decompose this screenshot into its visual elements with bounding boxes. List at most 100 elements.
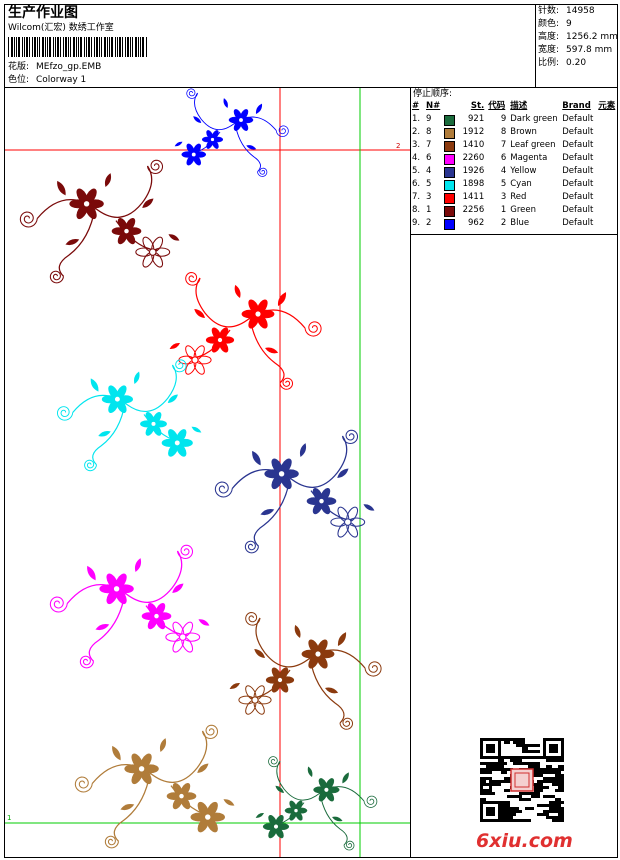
- barcode: [8, 37, 147, 57]
- col-header: 元素: [598, 101, 616, 111]
- table-row: 8. 1 2256 1 Green Default: [410, 204, 617, 217]
- row-code: 5: [500, 179, 507, 189]
- row-stitches: 2260: [462, 153, 485, 163]
- row-brand: Default: [562, 179, 594, 189]
- row-stitches: 921: [468, 114, 485, 124]
- stat-value: 14958: [566, 6, 595, 16]
- row-stitch-cell: 962: [442, 217, 486, 230]
- col-header: 描述: [510, 101, 528, 111]
- color-swatch: [444, 154, 456, 165]
- colorway-value: Colorway 1: [36, 75, 87, 85]
- row-needle: 9: [426, 114, 432, 124]
- table-row: 7. 3 1411 3 Red Default: [410, 191, 617, 204]
- motif-brown: [229, 612, 382, 730]
- row-brand: Default: [562, 218, 594, 228]
- motif-red: [169, 272, 322, 390]
- row-brand: Default: [562, 205, 594, 215]
- color-swatch: [444, 167, 456, 178]
- row-index: 3.: [412, 140, 421, 150]
- row-description: Dark green: [510, 114, 558, 124]
- row-brand: Default: [562, 140, 594, 150]
- row-index: 4.: [412, 153, 421, 163]
- row-element: [596, 191, 617, 204]
- row-element: [596, 204, 617, 217]
- svg-text:1: 1: [7, 814, 11, 822]
- row-description: Leaf green: [510, 140, 556, 150]
- row-stitches: 1411: [462, 192, 485, 202]
- row-index: 6.: [412, 179, 421, 189]
- table-row: 9. 2 962 2 Blue Default: [410, 217, 617, 230]
- qr-seal-stamp: [510, 768, 534, 792]
- table-header-row: # N# St. 代码 描述 Brand 元素: [410, 100, 617, 113]
- color-swatch: [444, 206, 456, 217]
- row-brand: Default: [562, 114, 594, 124]
- row-code: 3: [500, 192, 507, 202]
- motif-tan: [74, 724, 235, 849]
- row-stitch-cell: 1898: [442, 178, 486, 191]
- design-label: 花版:: [8, 62, 30, 72]
- col-header: N#: [426, 101, 441, 111]
- row-code: 8: [500, 127, 507, 137]
- row-stitches: 2256: [462, 205, 485, 215]
- row-index: 8.: [412, 205, 421, 215]
- row-element: [596, 217, 617, 230]
- colorway-label: 色位:: [8, 75, 30, 85]
- motif-navy: [214, 429, 375, 554]
- table-row: 3. 7 1410 7 Leaf green Default: [410, 139, 617, 152]
- motif-darkgreen: [255, 756, 378, 851]
- row-stitches: 1410: [462, 140, 485, 150]
- row-description: Brown: [510, 127, 537, 137]
- col-header: #: [412, 101, 420, 111]
- row-description: Cyan: [510, 179, 532, 189]
- motif-magenta: [49, 544, 210, 669]
- stat-value: 9: [566, 19, 572, 29]
- row-code: 7: [500, 140, 507, 150]
- row-stitches: 1926: [462, 166, 485, 176]
- stat-label: 针数:: [538, 6, 560, 16]
- stat-label: 比例:: [538, 58, 560, 68]
- side-panel: [410, 234, 618, 858]
- svg-text:2: 2: [396, 142, 400, 150]
- embroidery-design: 1 2: [5, 88, 410, 857]
- table-row: 5. 4 1926 4 Yellow Default: [410, 165, 617, 178]
- row-element: [596, 152, 617, 165]
- color-swatch: [444, 115, 456, 126]
- row-needle: 1: [426, 205, 432, 215]
- row-index: 9.: [412, 218, 421, 228]
- row-stitch-cell: 1410: [442, 139, 486, 152]
- row-brand: Default: [562, 153, 594, 163]
- motif-cyan: [56, 359, 202, 472]
- color-swatch: [444, 180, 456, 191]
- color-swatch: [444, 219, 456, 230]
- row-description: Green: [510, 205, 536, 215]
- row-index: 2.: [412, 127, 421, 137]
- row-description: Yellow: [510, 166, 537, 176]
- motif-blue: [174, 88, 289, 177]
- row-description: Blue: [510, 218, 530, 228]
- stat-value: 0.20: [566, 58, 587, 68]
- stat-label: 宽度:: [538, 45, 560, 55]
- motif-darkred: [19, 159, 180, 284]
- row-stitch-cell: 2256: [442, 204, 486, 217]
- row-stitches: 1898: [462, 179, 485, 189]
- color-swatch: [444, 141, 456, 152]
- row-needle: 4: [426, 166, 432, 176]
- row-brand: Default: [562, 166, 594, 176]
- row-stitch-cell: 1411: [442, 191, 486, 204]
- sequence-table: # N# St. 代码 描述 Brand 元素 1. 9 921 9 Dark gree…: [410, 100, 617, 230]
- table-row: 6. 5 1898 5 Cyan Default: [410, 178, 617, 191]
- page-title: 生产作业图: [8, 5, 78, 21]
- row-needle: 2: [426, 218, 432, 228]
- row-code: 6: [500, 153, 507, 163]
- row-needle: 7: [426, 140, 432, 150]
- row-element: [596, 126, 617, 139]
- watermark-logo: 6xiu.com: [476, 830, 573, 852]
- design-value: MEfzo_gp.EMB: [36, 62, 102, 72]
- row-element: [596, 139, 617, 152]
- row-element: [596, 113, 617, 126]
- row-brand: Default: [562, 127, 594, 137]
- row-code: 2: [500, 218, 507, 228]
- table-row: 4. 6 2260 6 Magenta Default: [410, 152, 617, 165]
- row-stitch-cell: 2260: [442, 152, 486, 165]
- row-stitches: 962: [468, 218, 485, 228]
